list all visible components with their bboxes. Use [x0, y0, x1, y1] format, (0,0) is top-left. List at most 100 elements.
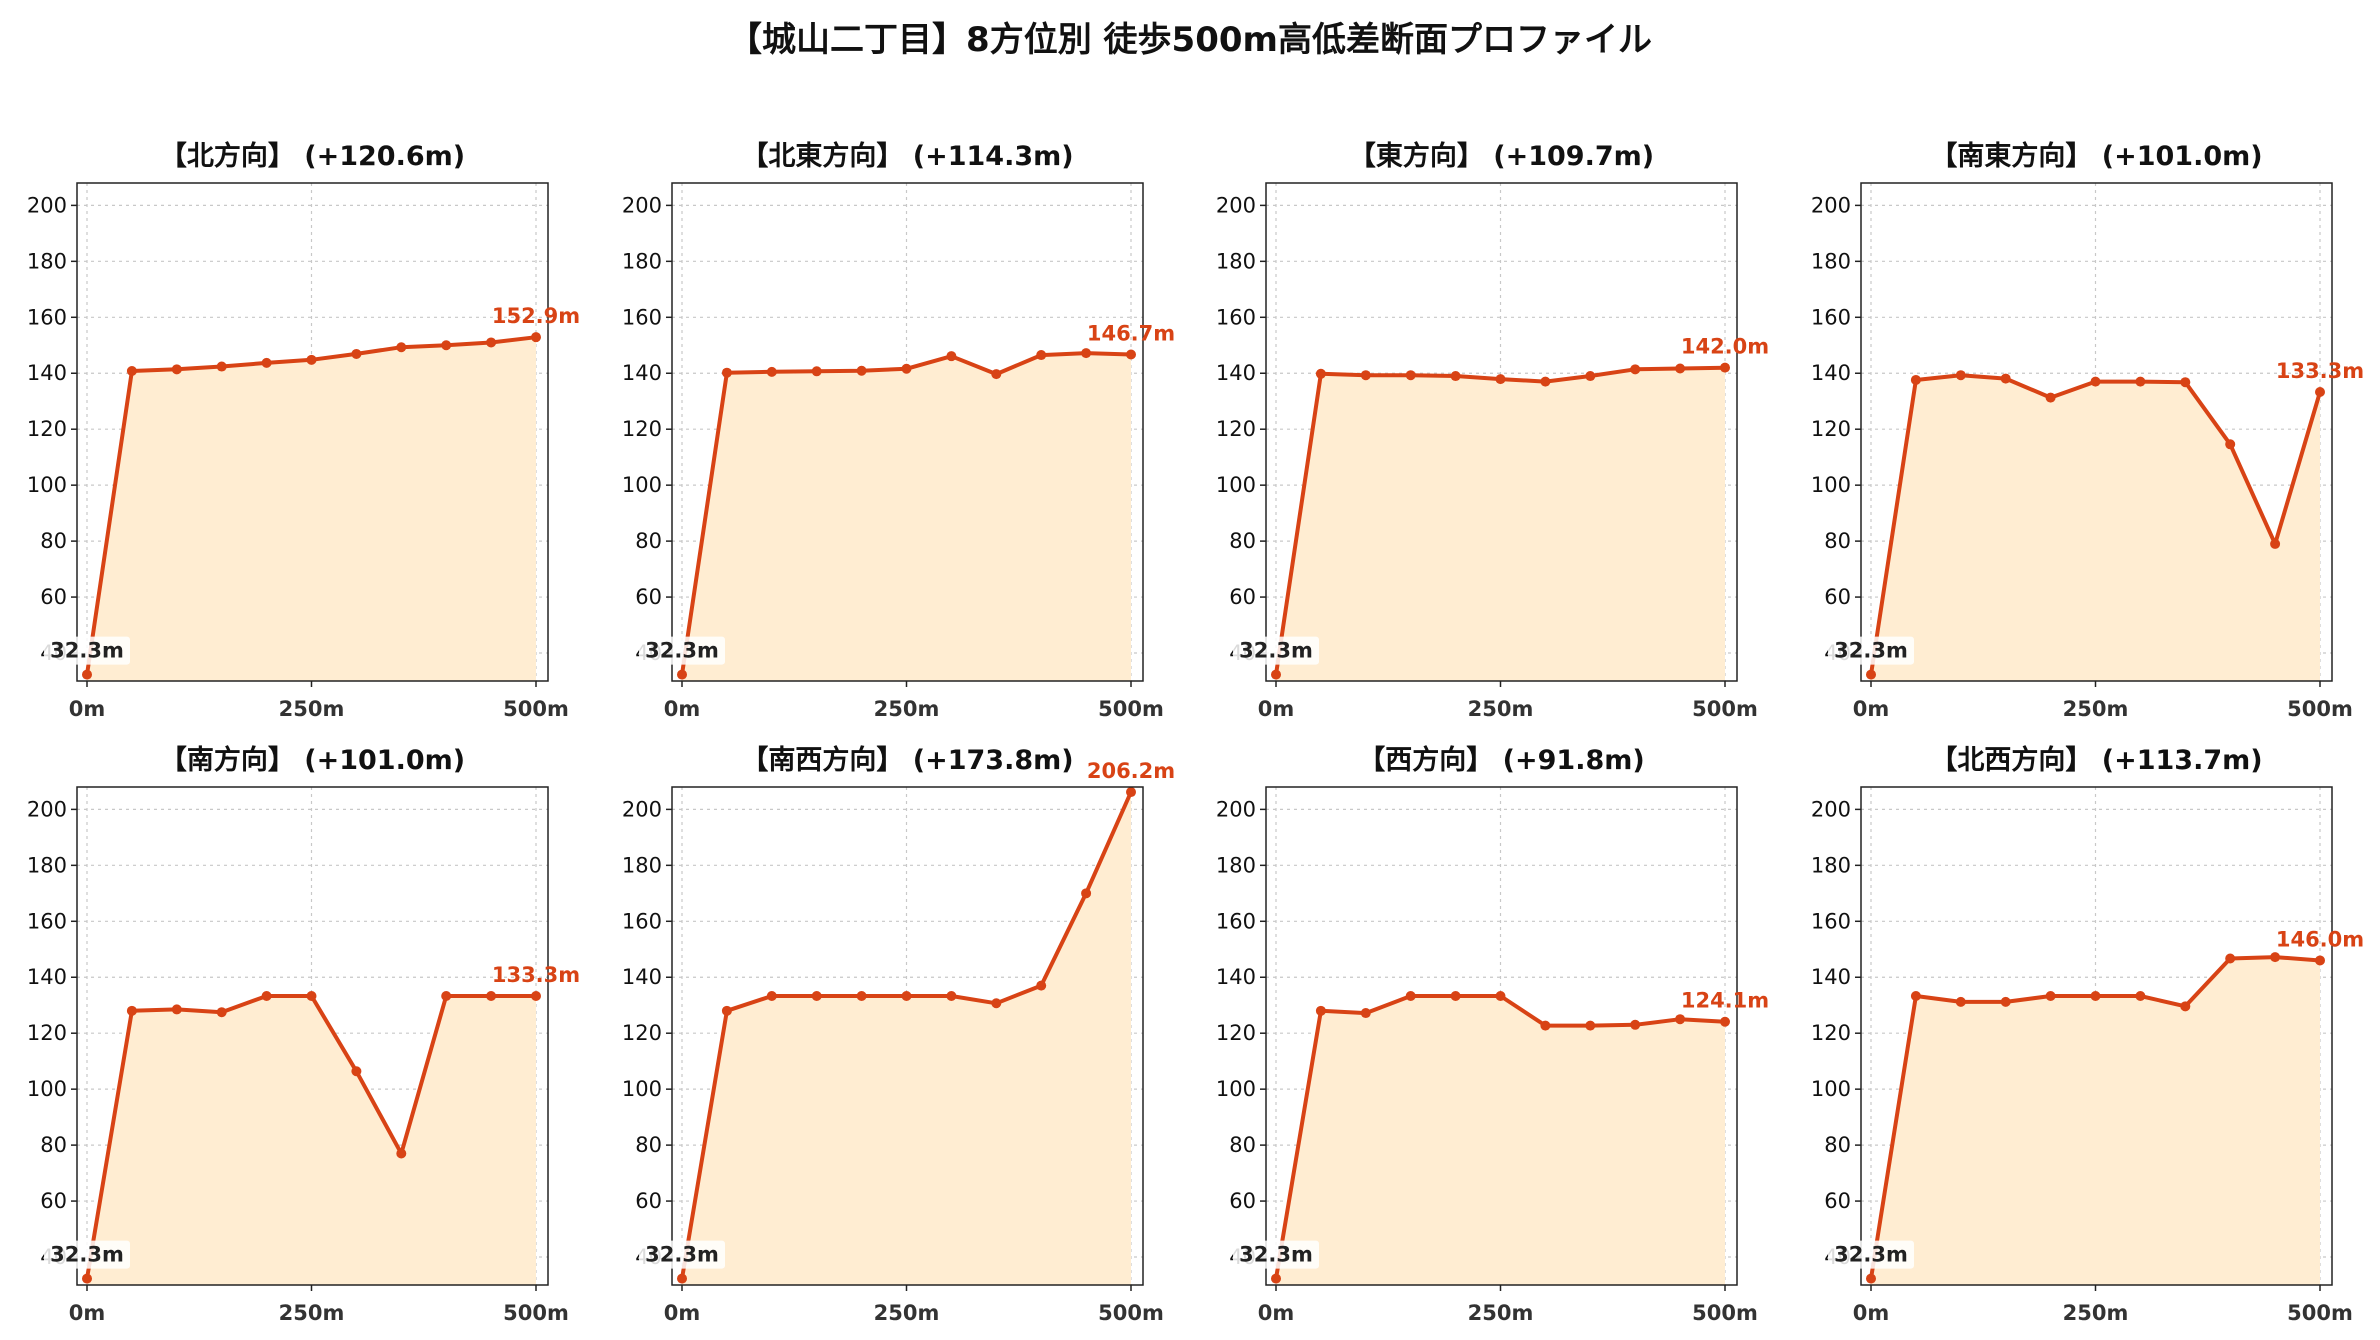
y-tick-label: 80	[40, 529, 67, 553]
elevation-area	[1871, 957, 2320, 1285]
y-tick-label: 140	[1811, 965, 1851, 989]
y-tick-label: 100	[1216, 1077, 1256, 1101]
y-tick-label: 200	[1216, 797, 1256, 821]
data-point	[721, 367, 732, 378]
x-tick-label: 500m	[1098, 697, 1164, 721]
y-tick-label: 140	[1811, 361, 1851, 385]
start-label-box	[639, 1240, 725, 1269]
end-elevation-label: 146.0m	[2276, 927, 2364, 951]
data-point	[1271, 669, 1281, 680]
panel-title: 【西方向】 (+91.8m)	[1358, 744, 1644, 776]
start-elevation-label: 32.3m	[645, 639, 719, 663]
data-point	[1910, 374, 1921, 385]
x-tick-label: 250m	[2063, 1301, 2129, 1325]
data-point	[1126, 787, 1136, 798]
data-point	[1315, 1005, 1326, 1016]
data-point	[991, 998, 1002, 1009]
y-tick-label: 60	[1824, 585, 1851, 609]
data-point	[2090, 376, 2101, 387]
elevation-area	[1276, 996, 1725, 1285]
data-point	[901, 990, 912, 1001]
data-point	[171, 1004, 182, 1015]
y-tick-label: 200	[1216, 193, 1256, 217]
end-elevation-label: 206.2m	[1087, 759, 1175, 783]
y-tick-label: 60	[635, 1189, 662, 1213]
data-point	[901, 363, 912, 374]
start-elevation-label: 32.3m	[645, 1243, 719, 1267]
panel-title: 【東方向】 (+109.7m)	[1349, 140, 1654, 172]
y-tick-label: 60	[1229, 585, 1256, 609]
x-tick-label: 500m	[503, 697, 569, 721]
y-tick-label: 180	[622, 249, 662, 273]
y-tick-label: 100	[1811, 1077, 1851, 1101]
end-elevation-label: 124.1m	[1681, 989, 1769, 1013]
start-label-box	[44, 1240, 130, 1269]
data-point	[856, 365, 867, 376]
data-point	[1585, 1020, 1596, 1031]
start-label-box	[1233, 636, 1319, 665]
x-tick-label: 0m	[664, 1301, 701, 1325]
x-tick-label: 250m	[2063, 697, 2129, 721]
data-point	[2045, 990, 2056, 1001]
data-point	[1036, 350, 1047, 361]
data-point	[1360, 370, 1371, 381]
y-tick-label: 180	[622, 853, 662, 877]
data-point	[441, 990, 452, 1001]
data-point	[766, 990, 777, 1001]
start-elevation-label: 32.3m	[1834, 639, 1908, 663]
data-point	[2000, 996, 2011, 1007]
data-point	[126, 1005, 137, 1016]
data-point	[766, 366, 777, 377]
data-point	[2225, 439, 2236, 450]
data-point	[2225, 953, 2236, 964]
y-tick-label: 100	[1216, 473, 1256, 497]
chart-panel-0: 4060801001201401601802000m250m500m【北方向】 …	[27, 140, 580, 721]
y-tick-label: 160	[1216, 909, 1256, 933]
y-tick-label: 80	[1824, 1133, 1851, 1157]
data-point	[1866, 669, 1876, 680]
data-point	[1630, 1019, 1641, 1030]
x-tick-label: 0m	[664, 697, 701, 721]
data-point	[677, 1273, 687, 1284]
y-tick-label: 200	[27, 193, 67, 217]
data-point	[721, 1005, 732, 1016]
plot-frame	[1265, 786, 1738, 1286]
data-point	[2045, 392, 2056, 403]
data-point	[1450, 990, 1461, 1001]
y-tick-label: 200	[622, 797, 662, 821]
end-elevation-label: 142.0m	[1681, 335, 1769, 359]
y-tick-label: 140	[27, 965, 67, 989]
data-point	[441, 340, 452, 351]
plot-frame	[76, 786, 549, 1286]
start-label-box	[639, 636, 725, 665]
data-point	[811, 990, 822, 1001]
chart-panel-6: 4060801001201401601802000m250m500m【西方向】 …	[1216, 744, 1769, 1325]
y-tick-label: 160	[1811, 909, 1851, 933]
x-tick-label: 500m	[1692, 697, 1758, 721]
data-point	[1585, 371, 1596, 382]
y-tick-label: 60	[40, 1189, 67, 1213]
y-tick-label: 140	[27, 361, 67, 385]
y-tick-label: 160	[1811, 305, 1851, 329]
y-tick-label: 80	[1824, 529, 1851, 553]
end-elevation-label: 146.7m	[1087, 322, 1175, 346]
data-point	[1081, 348, 1092, 359]
data-point	[2315, 955, 2325, 966]
y-tick-label: 200	[1811, 797, 1851, 821]
data-point	[1540, 1020, 1551, 1031]
data-point	[2135, 376, 2146, 387]
y-tick-label: 120	[1216, 1021, 1256, 1045]
plot-frame	[1860, 786, 2333, 1286]
y-tick-label: 60	[1824, 1189, 1851, 1213]
x-tick-label: 500m	[503, 1301, 569, 1325]
data-point	[1495, 990, 1506, 1001]
y-tick-label: 140	[1216, 965, 1256, 989]
elevation-area	[87, 337, 536, 681]
data-point	[1315, 368, 1326, 379]
y-tick-label: 120	[622, 1021, 662, 1045]
plot-frame	[671, 182, 1144, 682]
data-point	[1866, 1273, 1876, 1284]
y-tick-label: 180	[27, 249, 67, 273]
data-point	[2000, 373, 2011, 384]
y-tick-label: 120	[1811, 1021, 1851, 1045]
